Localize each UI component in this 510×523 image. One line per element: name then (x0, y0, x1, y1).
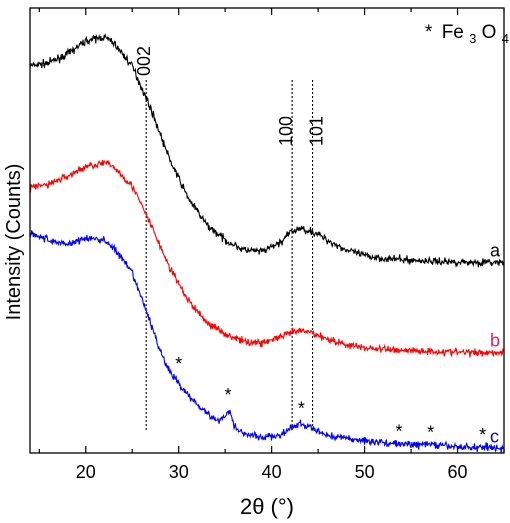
series-lines: a b c (29, 33, 504, 454)
legend-compound-base: Fe (442, 22, 464, 43)
legend-compound-mid: O (482, 22, 497, 43)
x-tick-label: 20 (76, 462, 96, 482)
x-tick-label: 50 (355, 462, 375, 482)
x-tick-label: 60 (448, 462, 468, 482)
reference-line-label: 101 (307, 116, 327, 146)
peak-markers: * * * * * * (175, 354, 486, 445)
series-line-a (29, 33, 504, 268)
reference-lines: 002 100 101 (134, 46, 327, 430)
x-axis-label: 2θ (°) (240, 494, 294, 519)
legend-sub-1: 3 (469, 31, 476, 46)
series-label-a: a (490, 241, 501, 261)
legend-sub-2: 4 (502, 31, 509, 46)
peak-marker: * (298, 399, 305, 419)
axes: 20 30 40 50 60 (29, 7, 505, 482)
legend-fe3o4: * Fe 3 O 4 (425, 22, 509, 48)
peak-marker: * (395, 422, 402, 442)
series-label-b: b (490, 330, 500, 350)
series-line-b (29, 159, 504, 358)
legend-marker: * (425, 22, 433, 43)
peak-marker: * (479, 425, 486, 445)
peak-marker: * (175, 354, 182, 374)
series-line-c (29, 230, 504, 454)
peak-marker: * (224, 385, 231, 405)
peak-marker: * (427, 422, 434, 442)
reference-line-label: 100 (276, 116, 296, 146)
reference-line-label: 002 (134, 46, 154, 76)
plot-frame (29, 7, 505, 454)
x-tick-label: 40 (262, 462, 282, 482)
x-tick-label: 30 (169, 462, 189, 482)
y-axis-label: Intensity (Counts) (3, 164, 25, 321)
series-label-c: c (490, 427, 499, 447)
